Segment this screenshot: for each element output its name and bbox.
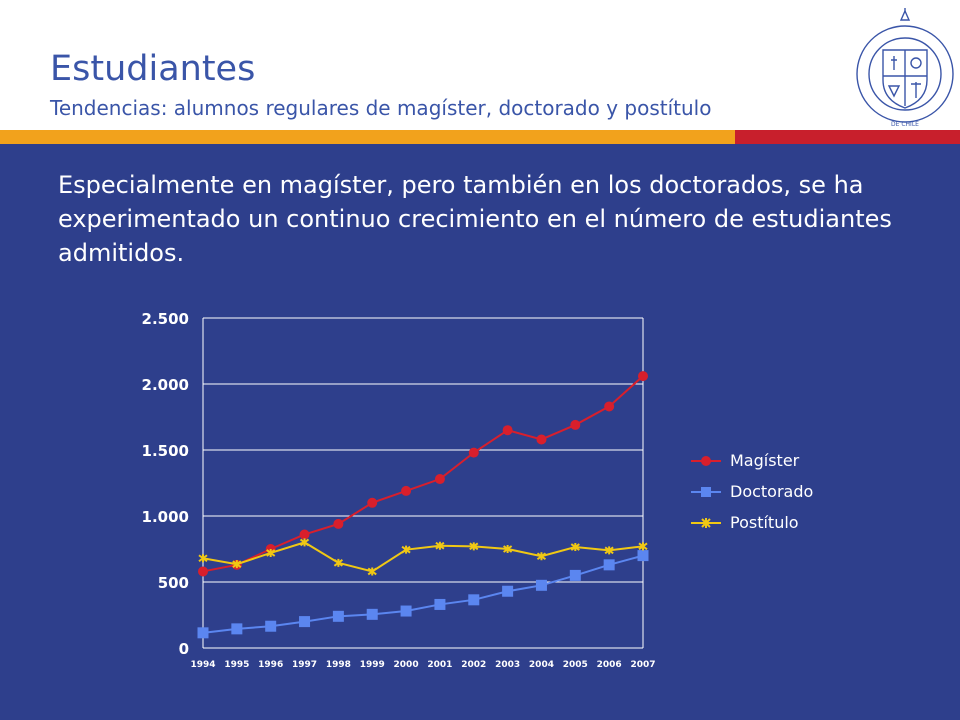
point-postitulo (469, 542, 479, 551)
legend-swatch-magister (691, 455, 721, 466)
point-doctorado (569, 569, 581, 581)
legend-item-magister: Magíster (690, 445, 813, 476)
point-magister (604, 401, 615, 412)
line-chart: 0 500 1.000 1.500 2.000 2.500 1994 1995 1996 1997… (142, 310, 656, 670)
x-tick-label: 1995 (224, 660, 249, 670)
point-postitulo (401, 545, 411, 554)
point-doctorado (637, 550, 649, 562)
point-magister (367, 497, 378, 508)
legend-label-postitulo: Postítulo (730, 513, 799, 532)
chart-legend: Magíster Doctorado Postítulo (690, 445, 813, 538)
point-postitulo (333, 558, 343, 567)
point-postitulo (604, 546, 614, 555)
point-postitulo (367, 567, 377, 576)
point-doctorado (603, 559, 615, 571)
point-postitulo (435, 541, 445, 550)
series-line-0 (202, 375, 644, 573)
point-doctorado (400, 605, 412, 617)
y-tick-label: 500 (158, 574, 189, 592)
x-tick-label: 2001 (427, 660, 452, 670)
x-tick-label: 2000 (394, 660, 419, 670)
x-tick-label: 2003 (495, 660, 520, 670)
point-magister (638, 371, 648, 382)
point-postitulo (266, 548, 276, 557)
point-doctorado (468, 594, 480, 606)
svg-text:DE CHILE: DE CHILE (891, 121, 919, 128)
y-tick-label: 1.000 (142, 508, 189, 526)
point-postitulo (503, 545, 513, 553)
legend-label-magister: Magíster (730, 451, 800, 470)
point-magister (401, 485, 412, 496)
point-magister (333, 518, 344, 529)
legend-label-doctorado: Doctorado (730, 482, 814, 501)
point-doctorado (299, 616, 311, 628)
page-title: Estudiantes (50, 49, 256, 89)
point-magister (502, 425, 513, 436)
university-seal-logo: DE CHILE (856, 8, 954, 128)
point-doctorado (265, 620, 277, 632)
point-postitulo (232, 560, 242, 569)
y-tick-label: 2.500 (142, 310, 189, 328)
point-magister (434, 474, 445, 485)
point-doctorado (434, 598, 446, 610)
point-postitulo (638, 542, 648, 551)
x-tick-label: 1998 (326, 660, 351, 670)
point-doctorado (366, 608, 378, 620)
x-tick-label: 1997 (292, 660, 317, 670)
body-paragraph: Especialmente en magíster, pero también … (58, 171, 892, 267)
header: Estudiantes Tendencias: alumnos regulare… (0, 0, 960, 130)
x-tick-label: 2002 (461, 660, 486, 670)
point-doctorado (197, 627, 209, 639)
x-tick-label: 2005 (563, 660, 588, 670)
x-tick-label: 2006 (597, 660, 622, 670)
point-doctorado (535, 579, 547, 591)
page-subtitle: Tendencias: alumnos regulares de magíste… (50, 96, 712, 120)
accent-band-red (735, 130, 960, 144)
series-line-1 (202, 554, 644, 634)
point-postitulo (198, 554, 208, 563)
point-magister (468, 447, 479, 458)
point-postitulo (570, 543, 580, 552)
point-doctorado (502, 585, 514, 597)
point-doctorado (332, 610, 344, 622)
x-tick-label: 2007 (630, 660, 655, 670)
y-tick-label: 0 (179, 640, 189, 658)
point-doctorado (231, 623, 243, 635)
legend-item-postitulo: Postítulo (690, 507, 813, 538)
point-magister (299, 529, 310, 540)
legend-swatch-postitulo (691, 517, 721, 528)
accent-band-yellow (0, 130, 735, 144)
y-tick-label: 1.500 (142, 442, 189, 460)
point-magister (536, 434, 547, 445)
point-magister (570, 419, 581, 430)
point-magister (198, 566, 208, 577)
legend-swatch-doctorado (691, 486, 721, 497)
point-postitulo (299, 538, 310, 547)
y-tick-label: 2.000 (142, 376, 189, 394)
x-tick-label: 1996 (258, 660, 283, 670)
point-postitulo (536, 552, 547, 561)
legend-item-doctorado: Doctorado (690, 476, 813, 507)
x-tick-label: 1999 (360, 660, 385, 670)
x-tick-label: 2004 (529, 660, 554, 670)
x-tick-label: 1994 (190, 660, 215, 670)
series-line-2 (202, 541, 644, 573)
